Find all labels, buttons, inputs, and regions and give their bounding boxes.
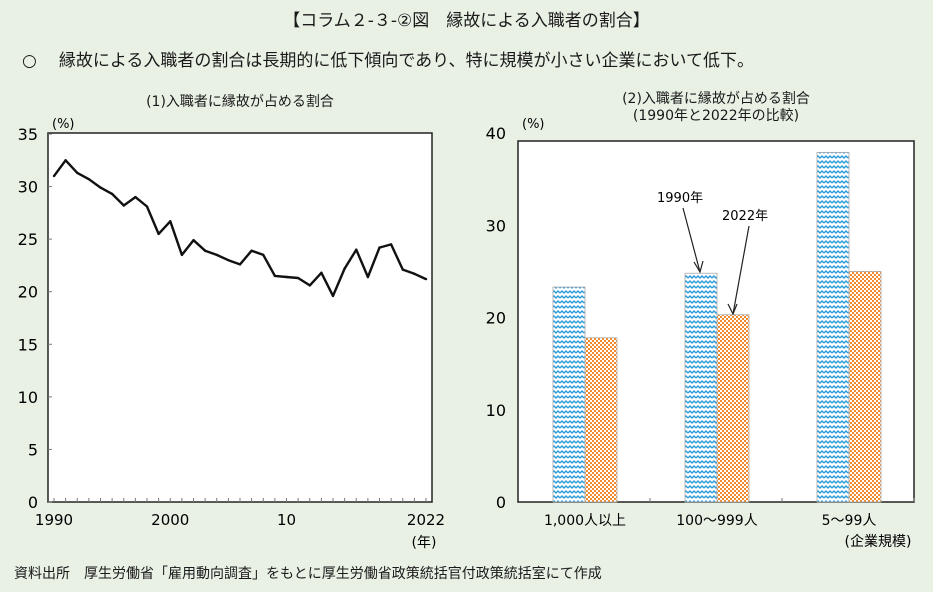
data-point	[87, 178, 91, 181]
lead-sentence: 縁故による入職者の割合は長期的に低下傾向であり、特に規模が小さい企業において低下…	[58, 51, 754, 71]
x-tick-label: 2000	[151, 511, 189, 529]
data-point	[296, 276, 300, 280]
y-tick-label: 20	[486, 309, 506, 328]
annotation-2022: 2022年	[722, 209, 768, 224]
category-label: 5～99人	[822, 513, 877, 529]
y-tick-label: 15	[18, 335, 38, 354]
data-point	[145, 205, 149, 208]
figure-title: 【コラム２-３-②図 縁故による入職者の割合】	[283, 11, 650, 31]
y-tick-label: 10	[18, 388, 38, 407]
data-point	[343, 267, 346, 270]
data-point	[52, 174, 56, 178]
y-axis-unit: (%)	[52, 117, 75, 132]
arrow-2022	[732, 225, 750, 315]
data-point	[203, 249, 207, 252]
bar-1990	[816, 151, 850, 503]
data-point	[308, 284, 311, 287]
data-point	[180, 253, 184, 257]
bar-2022	[848, 270, 882, 503]
y-tick-label: 10	[486, 401, 506, 420]
data-point	[134, 195, 137, 199]
bar-chart-title: (2)入職者に縁故が占める割合	[622, 91, 810, 107]
data-point	[424, 277, 428, 281]
y-tick-label: 35	[18, 125, 38, 144]
data-point	[273, 274, 277, 278]
line-chart-title: (1)入職者に縁故が占める割合	[146, 94, 334, 110]
data-point	[366, 275, 370, 279]
bar-2022	[584, 337, 618, 503]
y-tick-label: 30	[18, 178, 38, 197]
x-tick-label: 1990	[35, 511, 73, 529]
bullet-circle: ○	[22, 51, 37, 71]
data-point	[110, 192, 114, 196]
annotation-1990: 1990年	[657, 191, 703, 206]
category-label: 100～999人	[676, 513, 757, 529]
data-point	[227, 258, 230, 262]
y-tick-label: 5	[28, 440, 38, 459]
bar-chart-subtitle: (1990年と2022年の比較)	[632, 108, 800, 124]
y-tick-label: 40	[486, 124, 506, 143]
data-point	[401, 268, 404, 271]
data-point	[215, 253, 218, 257]
data-point	[76, 171, 79, 175]
lead-text: ○ 縁故による入職者の割合は長期的に低下傾向であり、特に規模が小さい企業において低…	[22, 46, 754, 71]
data-point	[331, 294, 335, 298]
data-point	[64, 159, 67, 162]
x-axis-unit: (年)	[412, 535, 437, 551]
category-label: 1,000人以上	[544, 513, 626, 529]
bar-chart: 0 10 20 30 40 (%) 1,000人以上 100～999人 5～99人 (企業規模) 1…	[486, 117, 915, 550]
y-axis-unit: (%)	[522, 117, 545, 132]
y-tick-label: 30	[486, 216, 506, 235]
data-point	[355, 248, 358, 251]
line-chart: 0 5 10 15 20 25 30 35 1990 2000 10 2022 (%) (年)	[18, 117, 445, 551]
data-point	[378, 246, 381, 249]
data-point	[250, 249, 253, 252]
line-plot-area	[47, 132, 433, 503]
y-tick-label: 0	[28, 493, 38, 512]
data-point	[285, 275, 288, 279]
y-tick-label: 25	[18, 230, 38, 249]
source-note: 資料出所 厚生労働省「雇用動向調査」をもとに厚生労働省政策統括官付政策統括室にて…	[14, 566, 602, 582]
data-point	[262, 253, 265, 257]
data-point	[169, 220, 172, 223]
x-tick-label: 2022	[407, 511, 445, 529]
arrowhead-2022	[727, 303, 738, 316]
data-point	[192, 238, 195, 242]
y-tick-label: 20	[18, 283, 38, 302]
arrow-1990	[682, 207, 701, 273]
y-tick-label: 0	[496, 493, 506, 512]
bar-1990	[684, 272, 718, 503]
data-point	[320, 271, 323, 274]
data-point	[389, 243, 393, 246]
bar-1990	[552, 286, 586, 503]
data-point	[157, 232, 160, 236]
bar-2022	[716, 314, 750, 503]
x-tick-label: 10	[277, 511, 296, 529]
data-point	[413, 272, 416, 276]
data-point	[238, 263, 242, 266]
data-point	[122, 204, 125, 207]
x-axis-unit: (企業規模)	[845, 533, 912, 550]
arrowhead-1990	[693, 260, 704, 274]
data-point	[99, 186, 102, 189]
